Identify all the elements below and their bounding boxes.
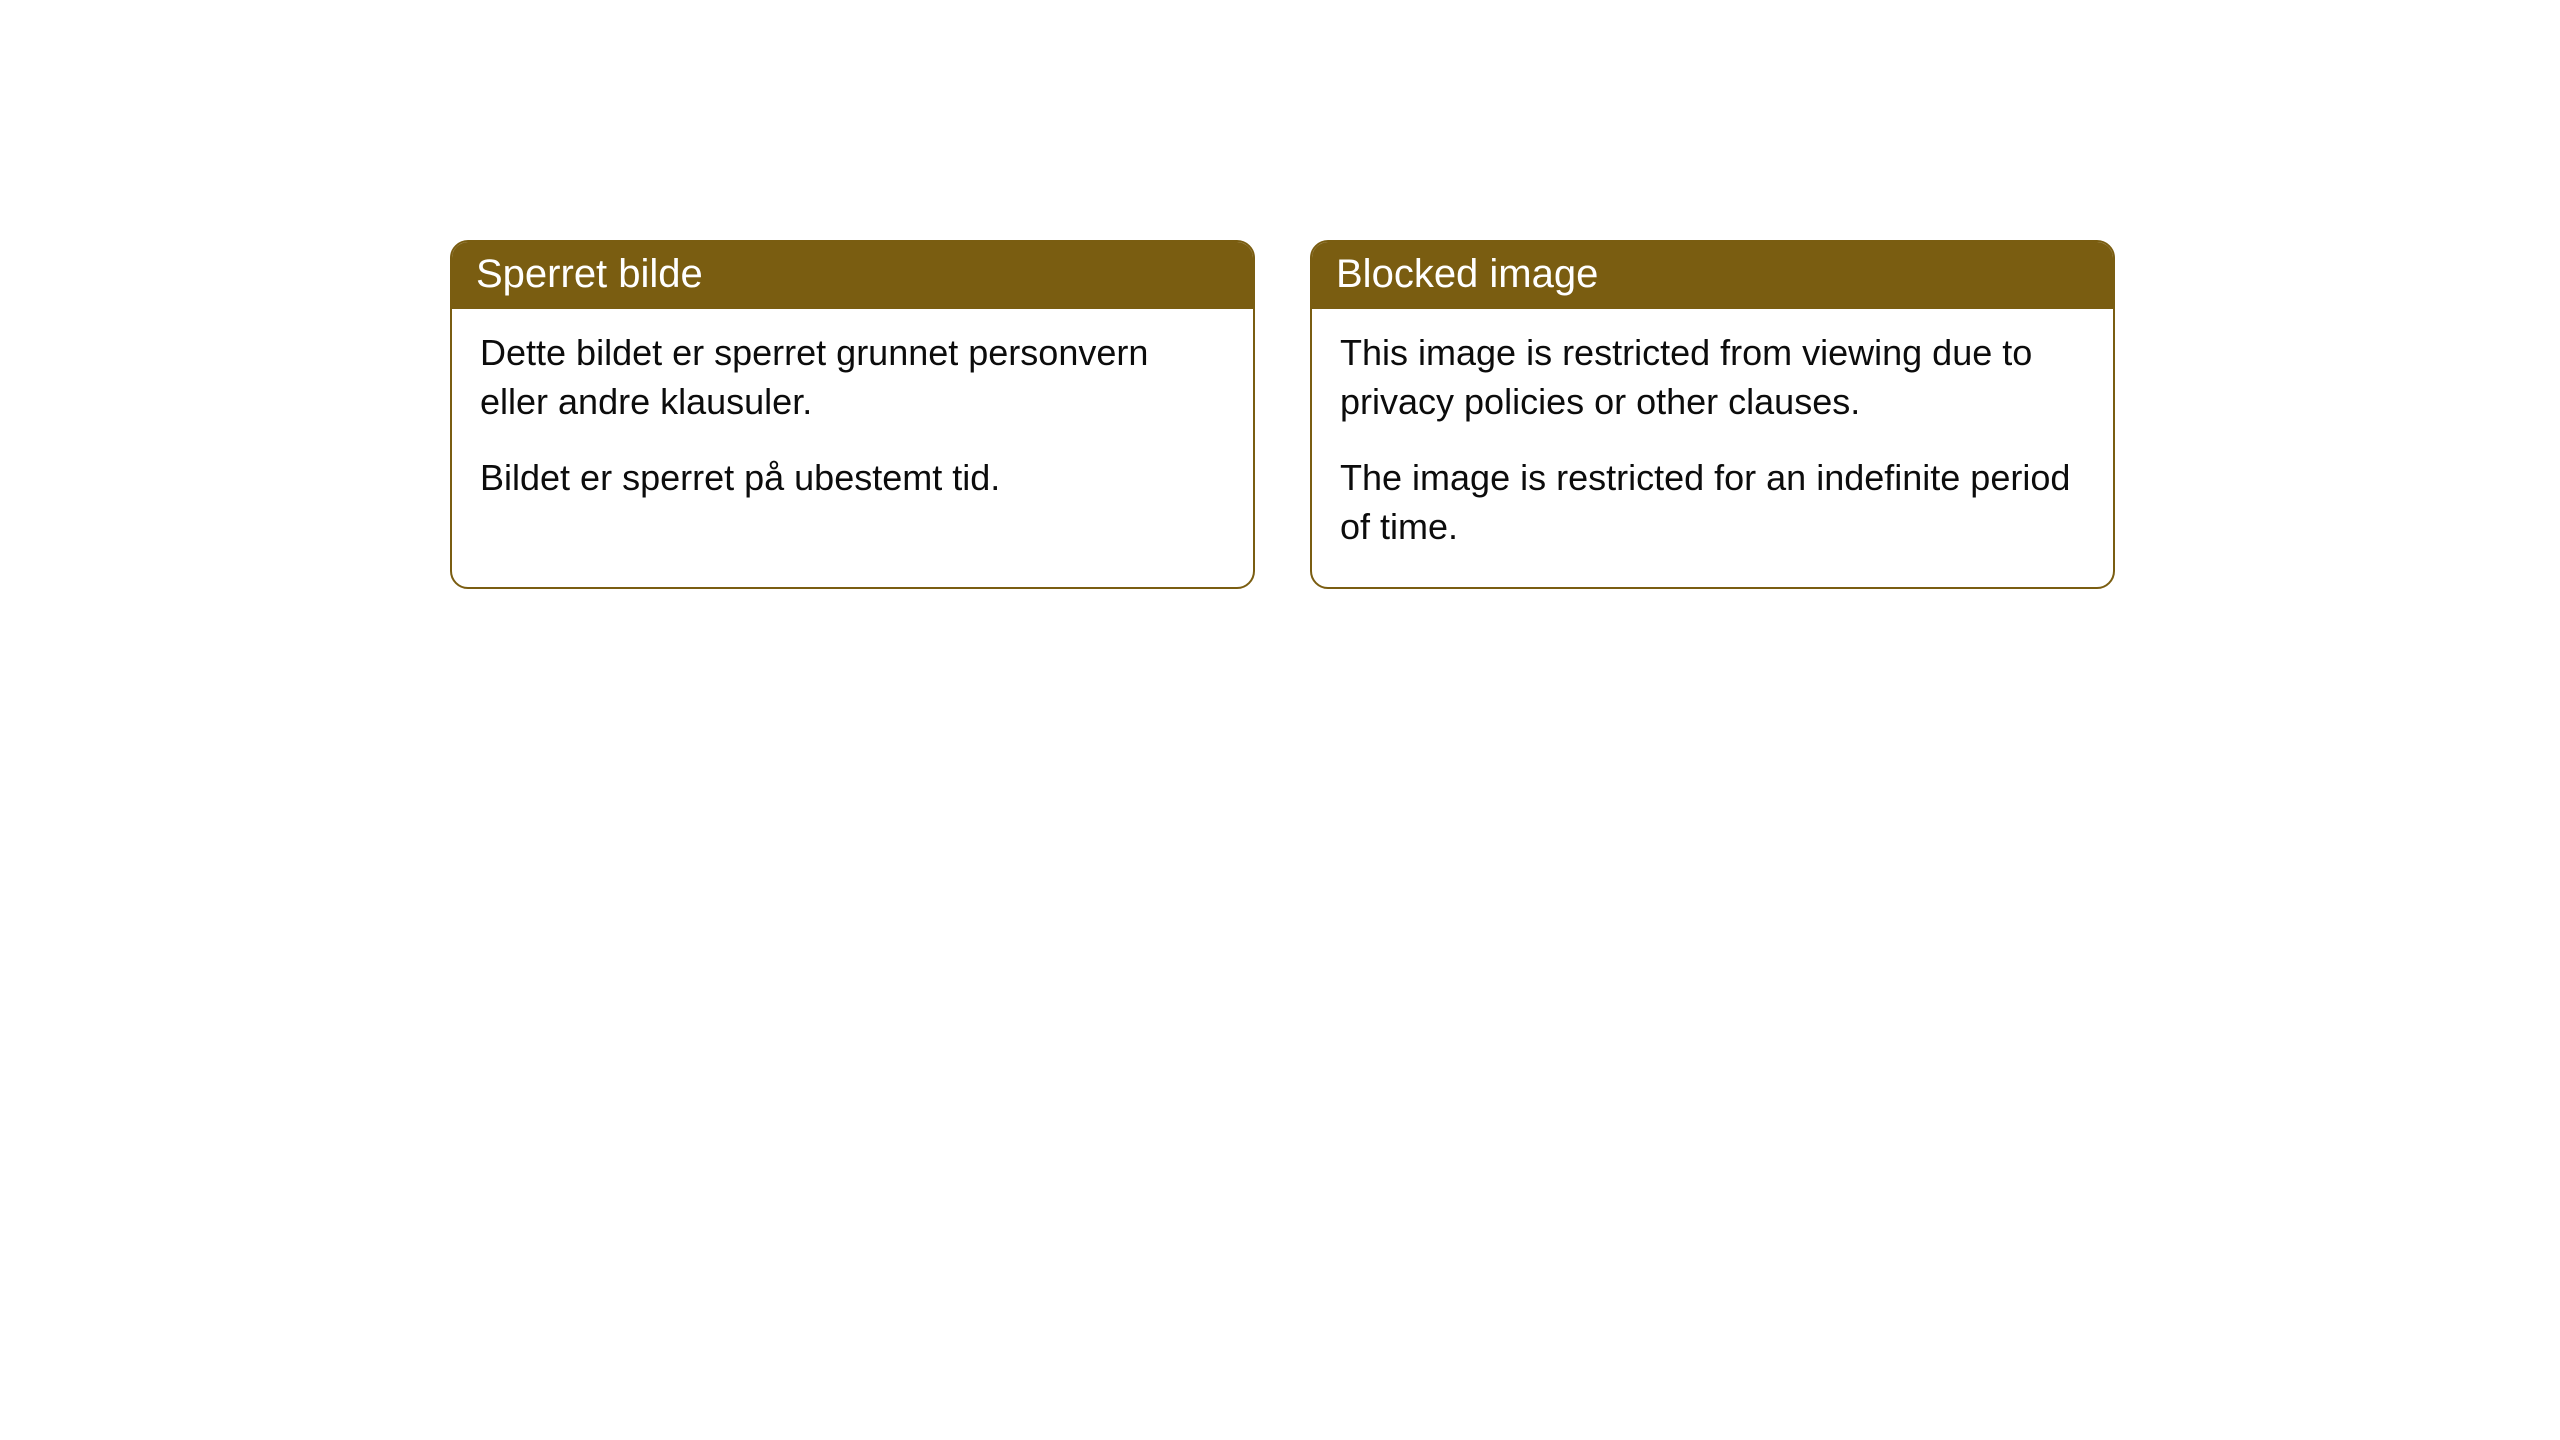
card-body: This image is restricted from viewing du… (1312, 309, 2113, 587)
blocked-image-card-english: Blocked image This image is restricted f… (1310, 240, 2115, 589)
card-body: Dette bildet er sperret grunnet personve… (452, 309, 1253, 539)
card-title: Sperret bilde (476, 252, 703, 296)
card-header: Blocked image (1312, 242, 2113, 309)
card-paragraph-1: Dette bildet er sperret grunnet personve… (480, 329, 1225, 426)
card-title: Blocked image (1336, 252, 1598, 296)
card-paragraph-1: This image is restricted from viewing du… (1340, 329, 2085, 426)
card-paragraph-2: The image is restricted for an indefinit… (1340, 454, 2085, 551)
notice-cards-container: Sperret bilde Dette bildet er sperret gr… (450, 240, 2115, 589)
card-header: Sperret bilde (452, 242, 1253, 309)
card-paragraph-2: Bildet er sperret på ubestemt tid. (480, 454, 1225, 503)
blocked-image-card-norwegian: Sperret bilde Dette bildet er sperret gr… (450, 240, 1255, 589)
